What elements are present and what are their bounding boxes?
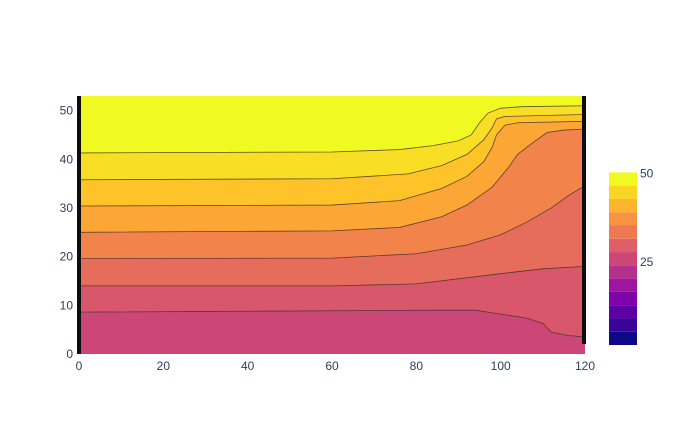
contour-line (79, 309, 585, 338)
colorbar-segment (609, 265, 637, 279)
right-boundary-bar (582, 96, 586, 344)
y-tick-label: 40 (60, 152, 74, 166)
colorbar-segment (609, 185, 637, 199)
contour-lines (79, 105, 585, 338)
contour-line (79, 265, 585, 287)
y-tick-label: 10 (60, 298, 74, 312)
contour-line (79, 185, 585, 259)
x-tick-label: 20 (157, 359, 171, 373)
colorbar-tick-label: 50 (640, 166, 654, 180)
contour-band-lowest (79, 310, 585, 354)
contour-line (79, 120, 585, 207)
x-tick-label: 60 (325, 359, 339, 373)
colorbar-segment (609, 212, 637, 226)
colorbar-segment (609, 278, 637, 292)
contour-fills (79, 96, 585, 354)
left-boundary-bar (77, 96, 81, 354)
colorbar-segment (609, 225, 637, 239)
x-tick-label: 100 (491, 359, 511, 373)
colorbar-segment (609, 305, 637, 319)
y-tick-label: 20 (60, 250, 74, 264)
x-tick-label: 80 (410, 359, 424, 373)
x-tick-label: 120 (575, 359, 595, 373)
contour-line (79, 114, 585, 181)
y-tick-label: 0 (66, 347, 73, 361)
colorbar-tick-label: 25 (640, 255, 654, 269)
y-tick-label: 30 (60, 201, 74, 215)
colorbar-segment (609, 291, 637, 306)
colorbar-segment (609, 331, 637, 345)
y-tick-label: 50 (60, 104, 74, 118)
colorbar-segment (609, 238, 637, 253)
colorbar: 25 50 (609, 166, 654, 345)
y-axis: 0 10 20 30 40 50 (60, 104, 74, 361)
colorbar-segment (609, 318, 637, 332)
colorbar-segment (609, 252, 637, 266)
contour-line (79, 105, 585, 154)
colorbar-segment (609, 198, 637, 213)
contour-band (79, 96, 585, 153)
colorbar-segment (609, 172, 637, 186)
contour-line (79, 128, 585, 233)
x-axis: 0 20 40 60 80 100 120 (76, 359, 596, 373)
x-tick-label: 0 (76, 359, 83, 373)
x-tick-label: 40 (241, 359, 255, 373)
